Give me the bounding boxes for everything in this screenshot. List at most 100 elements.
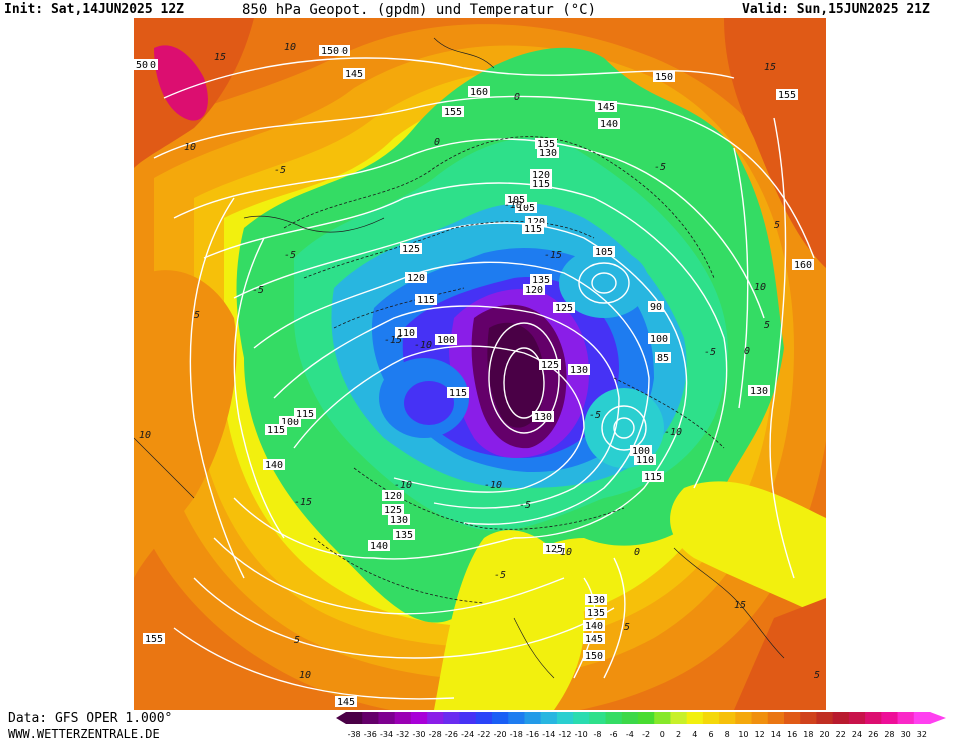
- geopotential-label: 130: [539, 148, 557, 159]
- temperature-field: [134, 18, 826, 710]
- geopotential-label-bg: [515, 202, 537, 213]
- geopotential-label: 160: [470, 87, 488, 98]
- scale-cell: [670, 712, 688, 724]
- temperature-label: 0: [434, 137, 440, 148]
- geopotential-label-bg: [634, 454, 656, 465]
- geopotential-label: 155: [778, 90, 796, 101]
- temperature-label: -15: [544, 250, 562, 261]
- scale-cell: [556, 712, 574, 724]
- scale-tick-label: 18: [803, 730, 813, 739]
- geopotential-label-bg: [583, 633, 605, 644]
- geopotential-label: 145: [337, 697, 355, 708]
- geopotential-label-bg: [265, 424, 287, 435]
- scale-tick-label: -12: [558, 730, 571, 739]
- geopotential-label-bg: [598, 118, 620, 129]
- geopotential-label: 130: [390, 515, 408, 526]
- scale-tick-label: 4: [692, 730, 697, 739]
- geopotential-label-bg: [568, 364, 590, 375]
- temperature-label: 15: [214, 52, 226, 63]
- geopotential-label: 130: [750, 386, 768, 397]
- geopotential-label: 115: [532, 179, 550, 190]
- geopotential-label: 135: [395, 530, 413, 541]
- scale-tick-label: 2: [676, 730, 681, 739]
- scale-tick-label: -18: [510, 730, 523, 739]
- geopotential-label: 115: [417, 295, 435, 306]
- geopotential-label: 110: [397, 328, 415, 339]
- scale-tick-label: -32: [396, 730, 409, 739]
- scale-cell: [897, 712, 915, 724]
- scale-cell: [492, 712, 509, 724]
- geopotential-label-bg: [539, 359, 561, 370]
- scale-tick-label: -36: [364, 730, 377, 739]
- temperature-label: 10: [284, 42, 296, 53]
- scale-cell: [605, 712, 623, 724]
- website: WWW.WETTERZENTRALE.DE: [8, 727, 160, 741]
- geopotential-label: 140: [265, 460, 283, 471]
- geopotential-label-bg: [655, 352, 671, 363]
- geopotential-label-bg: [400, 243, 422, 254]
- geopotential-label: 50: [144, 60, 156, 71]
- geopotential-label: 145: [597, 102, 615, 113]
- geopotential-label-bg: [530, 178, 552, 189]
- geopotential-label: 115: [524, 224, 542, 235]
- temperature-label: -5: [654, 162, 666, 173]
- scale-cell: [654, 712, 671, 724]
- scale-tick-label: -30: [412, 730, 425, 739]
- geopotential-label-bg: [468, 86, 490, 97]
- geopotential-label-bg: [648, 333, 670, 344]
- scale-cell: [865, 712, 882, 724]
- geopotential-label-bg: [395, 327, 417, 338]
- scale-tick-label: 10: [738, 730, 748, 739]
- geopotential-label-bg: [382, 504, 404, 515]
- geopotential-label-bg: [405, 272, 427, 283]
- temperature-label: -10: [394, 480, 412, 491]
- scale-tick-label: -26: [445, 730, 458, 739]
- scale-cell: [508, 712, 525, 724]
- geopotential-label-bg: [393, 529, 415, 540]
- geopotential-label: 120: [532, 170, 550, 181]
- scale-tick-label: 22: [836, 730, 846, 739]
- geopotential-label-bg: [388, 514, 410, 525]
- temperature-label: 10: [754, 282, 766, 293]
- init-time: Init: Sat,14JUN2025 12Z: [4, 2, 185, 17]
- temperature-label: 5: [624, 622, 630, 633]
- geopotential-label: 125: [384, 505, 402, 516]
- geopotential-label: 135: [587, 608, 605, 619]
- scale-cell: [881, 712, 899, 724]
- temperature-label: -5: [274, 165, 286, 176]
- scale-tick-label: 30: [901, 730, 911, 739]
- geopotential-label-bg: [653, 71, 675, 82]
- geopotential-label-bg: [368, 540, 390, 551]
- temperature-label: -15: [384, 335, 402, 346]
- geopotential-label: 120: [527, 217, 545, 228]
- geopotential-label-bg: [642, 471, 664, 482]
- geopotential-label-bg: [335, 696, 357, 707]
- geopotential-label: 105: [517, 203, 535, 214]
- geopotential-label-bg: [748, 385, 770, 396]
- geopotential-label-bg: [442, 106, 464, 117]
- scale-tick-label: 8: [725, 730, 730, 739]
- scale-cell: [410, 712, 428, 724]
- geopotential-label: 135: [532, 275, 550, 286]
- geopotential-label: 110: [636, 455, 654, 466]
- geopotential-label: 150: [655, 72, 673, 83]
- map-title: 850 hPa Geopot. (gpdm) und Temperatur (°…: [242, 2, 597, 18]
- temperature-label: -10: [554, 547, 572, 558]
- geopotential-label: 150: [585, 651, 603, 662]
- scale-tick-label: -10: [575, 730, 588, 739]
- geopotential-label-bg: [447, 387, 469, 398]
- scale-tick-label: 16: [787, 730, 797, 739]
- scale-tick-label: -14: [542, 730, 555, 739]
- geopotential-label: 125: [541, 360, 559, 371]
- scale-cell: [589, 712, 607, 724]
- scale-cell: [459, 712, 477, 724]
- geopotential-label-bg: [294, 408, 316, 419]
- coastlines: [134, 37, 785, 679]
- geopotential-label-bg: [585, 594, 607, 605]
- geopotential-label-bg: [382, 490, 404, 501]
- scale-tick-label: -4: [626, 730, 634, 739]
- scale-tick-label: -20: [494, 730, 507, 739]
- geopotential-label: 140: [600, 119, 618, 130]
- geopotential-label-bg: [505, 194, 527, 205]
- geopotential-label: 115: [267, 425, 285, 436]
